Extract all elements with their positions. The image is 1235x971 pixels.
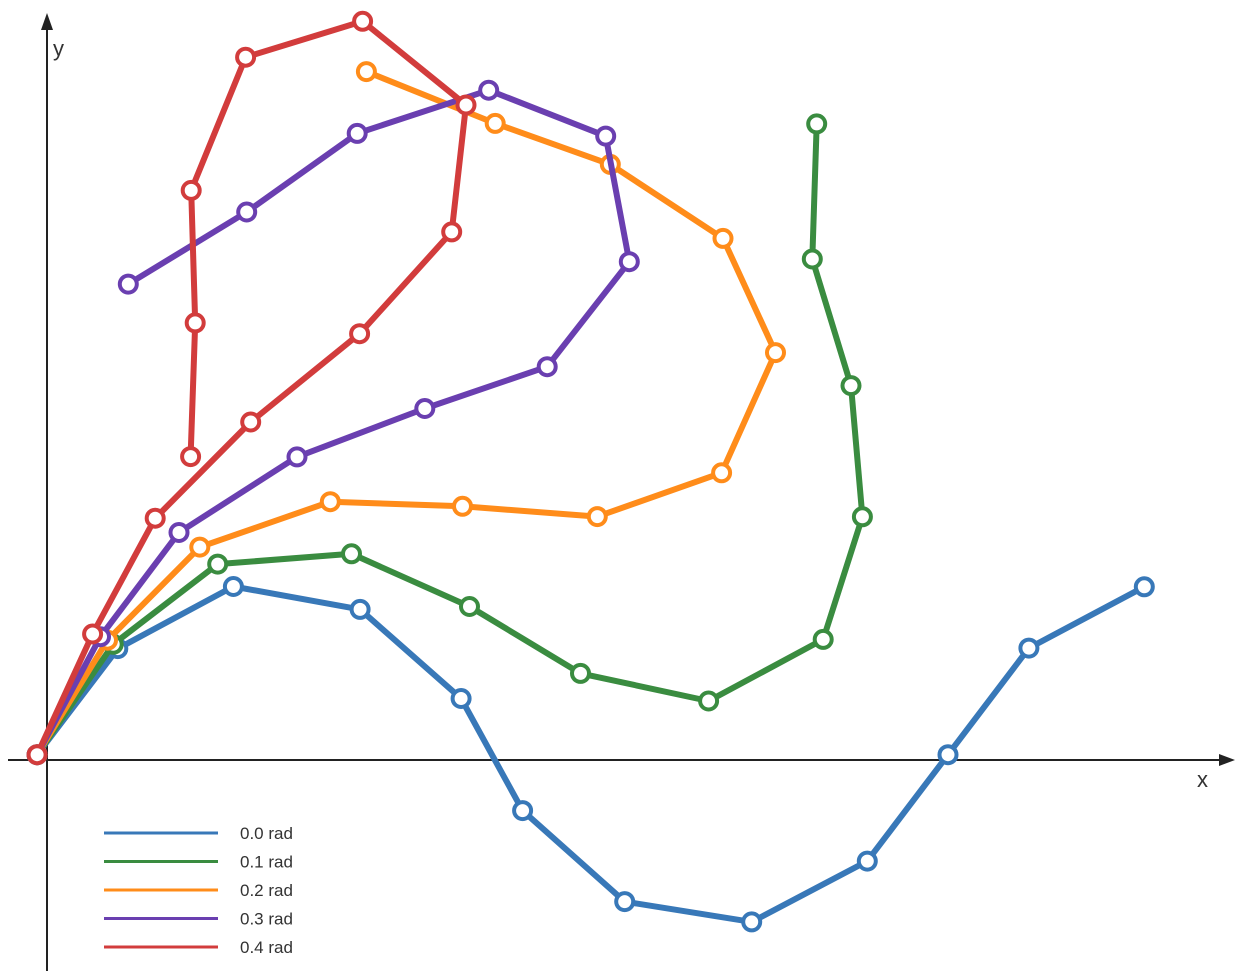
data-point-0-6 (614, 891, 636, 913)
data-point-4-1 (82, 623, 104, 645)
data-point-2-5 (586, 506, 608, 528)
data-point-1-9 (840, 375, 862, 397)
x-axis-label: x (1197, 767, 1208, 792)
data-point-3-4 (414, 398, 436, 419)
data-point-2-3 (319, 491, 341, 513)
legend-label-0: 0.0 rad (240, 824, 293, 843)
data-point-4-8 (235, 46, 257, 68)
legend-label-3: 0.3 rad (240, 910, 293, 929)
legend-label-2: 0.2 rad (240, 881, 293, 900)
series-4 (26, 10, 477, 766)
data-point-1-11 (806, 113, 828, 135)
series-line-1 (34, 120, 866, 758)
data-point-0-8 (856, 850, 878, 872)
data-point-0-3 (349, 598, 371, 620)
data-point-3-11 (117, 273, 139, 295)
data-point-4-2 (144, 507, 166, 529)
data-point-3-6 (618, 251, 640, 273)
data-point-1-2 (207, 553, 229, 575)
series-3 (26, 79, 640, 766)
data-point-2-8 (712, 227, 734, 249)
data-point-0-11 (1133, 576, 1155, 598)
data-point-4-11 (180, 446, 202, 468)
data-point-2-10 (484, 112, 506, 134)
data-point-0-4 (450, 688, 472, 709)
data-point-2-2 (189, 536, 211, 558)
data-point-3-2 (168, 522, 190, 543)
data-point-1-4 (459, 596, 480, 617)
data-point-1-10 (801, 248, 823, 270)
legend: 0.0 rad 0.1 rad 0.2 rad 0.3 rad 0.4 rad (104, 824, 293, 957)
data-point-2-6 (711, 462, 733, 484)
series-line-0 (34, 583, 1148, 925)
data-point-2-11 (355, 61, 377, 83)
data-point-4-5 (441, 221, 463, 243)
series-0 (26, 576, 1155, 933)
y-axis-arrow (41, 13, 53, 30)
series-1 (26, 113, 873, 766)
data-point-3-3 (286, 446, 308, 468)
axes: x y (8, 13, 1235, 971)
data-point-0-10 (1018, 637, 1040, 659)
data-point-3-10 (236, 201, 258, 223)
legend-label-1: 0.1 rad (240, 853, 293, 872)
data-point-4-7 (352, 10, 374, 32)
data-point-4-4 (349, 323, 371, 345)
series-line-3 (34, 87, 633, 758)
data-point-1-3 (341, 543, 362, 565)
data-point-0-2 (222, 576, 244, 597)
data-point-1-5 (570, 662, 591, 684)
data-point-0-5 (512, 800, 534, 822)
data-point-4-6 (455, 94, 477, 116)
data-point-0-9 (937, 744, 959, 766)
data-point-1-6 (698, 690, 720, 712)
data-point-0-7 (741, 911, 763, 933)
series-2 (26, 61, 786, 766)
x-axis-arrow (1219, 754, 1235, 766)
data-point-4-0 (26, 744, 48, 766)
data-point-3-9 (346, 122, 368, 144)
y-axis-label: y (53, 36, 64, 61)
data-point-4-3 (240, 411, 262, 433)
data-point-1-8 (851, 506, 873, 528)
data-point-3-7 (595, 125, 617, 147)
data-point-4-9 (180, 179, 202, 201)
series-layer (26, 10, 1155, 933)
data-point-2-4 (452, 495, 473, 517)
series-line-2 (34, 68, 779, 758)
data-point-3-8 (478, 79, 500, 101)
data-point-2-7 (765, 342, 786, 364)
series-line-4 (34, 18, 469, 758)
data-point-1-7 (812, 628, 834, 650)
data-point-3-5 (536, 356, 558, 378)
data-point-4-10 (184, 312, 206, 334)
legend-label-4: 0.4 rad (240, 938, 293, 957)
